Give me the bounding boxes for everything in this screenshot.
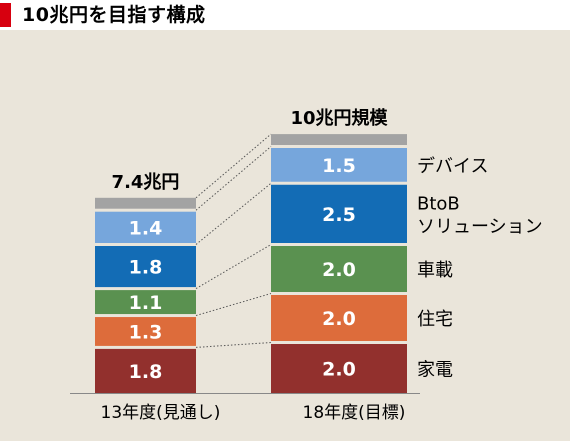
connector-line-3 bbox=[195, 244, 272, 290]
bar-segment-1-4 bbox=[95, 246, 196, 288]
bar-segment-1-5 bbox=[95, 211, 196, 243]
x-tick-label-2: 18年度(目標) bbox=[303, 403, 406, 423]
legend-label-1: 家電 bbox=[417, 360, 453, 381]
title-marker bbox=[0, 3, 11, 27]
data-label-1-5: 1.4 bbox=[129, 217, 163, 239]
data-label-2-5: 1.5 bbox=[322, 155, 356, 177]
data-label-2-1: 2.0 bbox=[322, 359, 356, 381]
bar-segment-1-1 bbox=[95, 348, 196, 393]
bar-segment-2-1 bbox=[271, 344, 407, 393]
bar-segment-2-5 bbox=[271, 148, 407, 182]
bar-segment-1-3 bbox=[95, 290, 196, 315]
bar-cap-1 bbox=[95, 197, 196, 209]
bar-cap-2 bbox=[271, 134, 407, 145]
data-label-1-1: 1.8 bbox=[129, 361, 163, 383]
bars bbox=[95, 134, 407, 393]
legend-label-4-line-1: BtoB bbox=[417, 193, 460, 214]
legend-label-2: 住宅 bbox=[417, 309, 453, 330]
bar-segment-2-4 bbox=[271, 184, 407, 243]
connector-line-5 bbox=[195, 146, 272, 211]
title-bar: 10兆円を目指す構成 bbox=[0, 0, 570, 30]
data-label-2-2: 2.0 bbox=[322, 308, 356, 330]
connector-line-2 bbox=[195, 293, 272, 317]
total-label-1: 7.4兆円 bbox=[112, 172, 180, 193]
data-label-1-4: 1.8 bbox=[129, 257, 163, 279]
bar-segment-1-2 bbox=[95, 317, 196, 346]
legend-label-5: デバイス bbox=[417, 156, 488, 177]
value-labels: 1.8 1.3 1.1 1.8 1.4 7.4兆円 2.0 2.0 2.0 2.5 1.5 10兆円規… bbox=[112, 107, 389, 383]
connector-line-4 bbox=[195, 182, 272, 245]
chart-title: 10兆円を目指す構成 bbox=[22, 4, 206, 26]
data-label-1-3: 1.1 bbox=[129, 292, 163, 314]
data-label-1-2: 1.3 bbox=[129, 321, 163, 343]
x-axis: 13年度(見通し) 18年度(目標) bbox=[70, 393, 420, 423]
x-tick-label-1: 13年度(見通し) bbox=[101, 403, 221, 423]
data-label-2-3: 2.0 bbox=[322, 259, 356, 281]
bar-segment-2-3 bbox=[271, 246, 407, 292]
connector-lines bbox=[195, 133, 272, 348]
legend-label-4-line-2: ソリューション bbox=[417, 216, 543, 237]
connector-line-6 bbox=[195, 133, 272, 199]
legend-label-3: 車載 bbox=[417, 260, 453, 281]
bar-segment-2-2 bbox=[271, 295, 407, 341]
data-label-2-4: 2.5 bbox=[322, 204, 356, 226]
total-label-2: 10兆円規模 bbox=[290, 107, 388, 129]
